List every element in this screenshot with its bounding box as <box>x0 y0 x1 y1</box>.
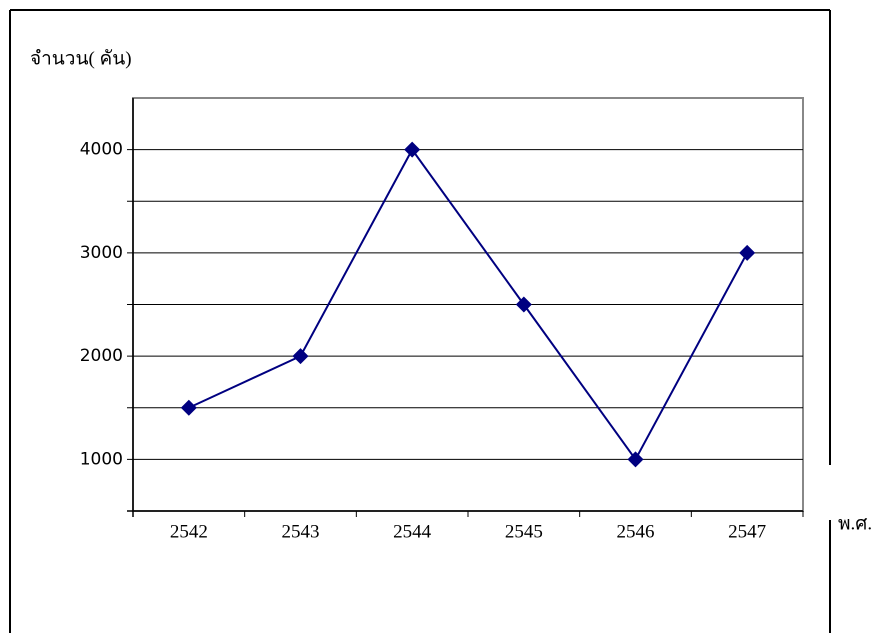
data-marker <box>515 296 532 313</box>
x-tick-label: 2545 <box>505 521 543 542</box>
data-marker <box>180 399 197 416</box>
data-marker <box>404 141 421 158</box>
x-tick-label: 2543 <box>282 521 320 542</box>
data-line <box>188 147 749 462</box>
y-tick-label: 1000 <box>80 449 123 469</box>
data-marker <box>627 451 644 468</box>
data-marker <box>739 244 756 261</box>
data-marker <box>292 348 309 365</box>
y-tick-label: 3000 <box>80 243 123 263</box>
x-tick-label: 2544 <box>393 521 432 542</box>
y-axis-title: จำนวน( คัน) <box>30 48 132 69</box>
x-tick-label: 2542 <box>170 521 208 542</box>
x-tick-label: 2547 <box>728 521 766 542</box>
x-tick-label: 2546 <box>617 521 655 542</box>
y-tick-label: 4000 <box>80 140 123 160</box>
y-tick-label: 2000 <box>80 346 123 366</box>
outer-frame <box>9 9 831 633</box>
x-axis-title: พ.ศ. <box>838 513 872 534</box>
